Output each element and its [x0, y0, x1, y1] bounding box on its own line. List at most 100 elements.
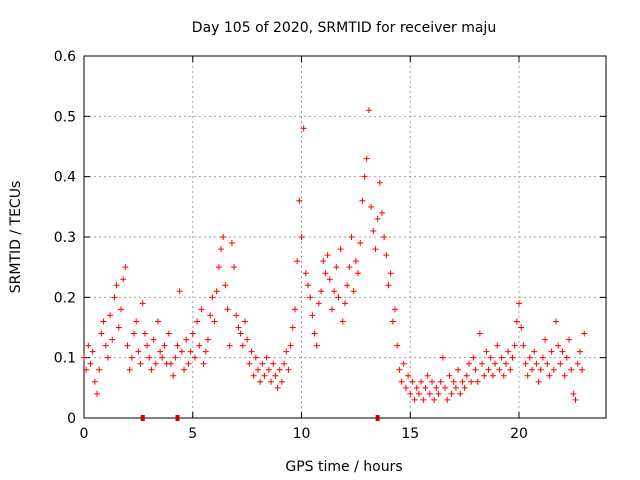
- data-point: [407, 390, 414, 397]
- data-point: [135, 348, 142, 355]
- data-point: [174, 342, 181, 349]
- data-point: [318, 288, 325, 295]
- data-point: [257, 378, 264, 385]
- data-point: [89, 348, 96, 355]
- axis-marker: [175, 415, 180, 421]
- data-point: [415, 390, 422, 397]
- data-point: [435, 390, 442, 397]
- data-point: [535, 378, 542, 385]
- data-point: [287, 342, 294, 349]
- data-point: [494, 342, 501, 349]
- data-point: [552, 318, 559, 325]
- data-point: [181, 366, 188, 373]
- data-point: [531, 348, 538, 355]
- data-point: [335, 294, 342, 301]
- data-point: [389, 318, 396, 325]
- data-point: [465, 360, 472, 367]
- data-point: [109, 336, 116, 343]
- data-point: [133, 318, 140, 325]
- data-point: [215, 264, 222, 271]
- data-point: [320, 258, 327, 265]
- data-point: [302, 270, 309, 277]
- data-point: [150, 336, 157, 343]
- x-tick-label: 10: [293, 426, 311, 442]
- data-point: [202, 348, 209, 355]
- y-tick-label: 0: [67, 411, 76, 427]
- data-point: [365, 107, 372, 114]
- data-point: [237, 330, 244, 337]
- data-point: [91, 378, 98, 385]
- x-tick-label: 15: [401, 426, 419, 442]
- data-point: [81, 354, 87, 361]
- data-point: [520, 342, 527, 349]
- data-point: [87, 360, 94, 367]
- data-point: [439, 354, 446, 361]
- data-point: [346, 264, 353, 271]
- data-point: [561, 372, 568, 379]
- data-point: [472, 366, 479, 373]
- data-point: [98, 330, 105, 337]
- data-point: [83, 366, 90, 373]
- data-point: [422, 384, 429, 391]
- data-point: [559, 348, 566, 355]
- data-point: [231, 264, 238, 271]
- data-point: [470, 354, 477, 361]
- data-point: [555, 342, 562, 349]
- data-point: [291, 306, 298, 313]
- data-point: [337, 246, 344, 253]
- data-point: [487, 354, 494, 361]
- data-point: [146, 354, 153, 361]
- grid-lines: [84, 56, 606, 418]
- data-point: [529, 366, 536, 373]
- data-point: [572, 396, 579, 403]
- data-point: [518, 324, 525, 331]
- data-point: [272, 372, 279, 379]
- data-point: [574, 360, 581, 367]
- data-point: [459, 378, 466, 385]
- data-point: [218, 246, 225, 253]
- data-point: [270, 360, 277, 367]
- data-point: [363, 155, 370, 162]
- data-point: [489, 372, 496, 379]
- data-point: [509, 354, 516, 361]
- data-point: [526, 354, 533, 361]
- data-point: [400, 360, 407, 367]
- data-point: [191, 354, 198, 361]
- data-point: [424, 372, 431, 379]
- data-point: [533, 360, 540, 367]
- data-point: [209, 294, 216, 301]
- data-point: [387, 270, 394, 277]
- data-point: [185, 360, 192, 367]
- data-point: [139, 300, 146, 307]
- data-point: [161, 342, 168, 349]
- axis-marker: [140, 415, 145, 421]
- data-point: [252, 354, 259, 361]
- data-point: [228, 240, 235, 247]
- data-point: [263, 354, 270, 361]
- data-point: [413, 384, 420, 391]
- data-point: [333, 264, 340, 271]
- data-point: [100, 318, 107, 325]
- data-point: [409, 378, 416, 385]
- data-point: [250, 372, 257, 379]
- data-point: [213, 288, 220, 295]
- data-point: [396, 366, 403, 373]
- data-point: [96, 366, 103, 373]
- data-point: [361, 173, 368, 180]
- data-point: [172, 354, 179, 361]
- data-point: [339, 318, 346, 325]
- data-point: [355, 270, 362, 277]
- data-point: [537, 366, 544, 373]
- data-point: [418, 378, 425, 385]
- data-point: [265, 366, 272, 373]
- data-point: [128, 354, 135, 361]
- data-point: [433, 384, 440, 391]
- y-tick-label: 0.5: [54, 109, 76, 125]
- data-point: [196, 342, 203, 349]
- data-point: [178, 348, 185, 355]
- data-point: [348, 234, 355, 240]
- data-point: [148, 366, 155, 373]
- data-point: [326, 276, 333, 283]
- data-point: [479, 360, 486, 367]
- data-point: [516, 300, 522, 307]
